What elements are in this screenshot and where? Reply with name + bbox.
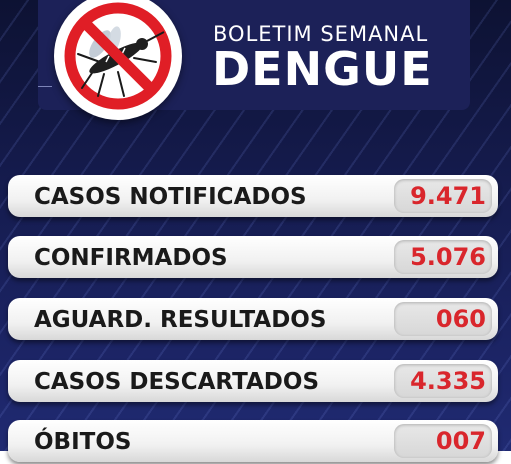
header-subtitle: BOLETIM SEMANAL <box>213 22 429 46</box>
stat-row-aguard-resultados: AGUARD. RESULTADOS 060 <box>8 298 498 340</box>
stat-label: AGUARD. RESULTADOS <box>34 307 327 333</box>
stat-label: CASOS NOTIFICADOS <box>34 184 307 210</box>
stat-label: CONFIRMADOS <box>34 245 228 271</box>
header-title: DENGUE <box>212 42 433 96</box>
stat-value: 4.335 <box>410 367 486 395</box>
stat-label: CASOS DESCARTADOS <box>34 369 320 395</box>
stat-value: 5.076 <box>410 243 486 271</box>
stat-row-casos-descartados: CASOS DESCARTADOS 4.335 <box>8 360 498 402</box>
stat-value-box: 5.076 <box>394 240 492 274</box>
no-mosquito-logo <box>54 0 182 120</box>
stat-value-box: 007 <box>394 424 492 458</box>
stat-value: 9.471 <box>410 182 486 210</box>
stat-value: 007 <box>435 427 486 455</box>
stat-value-box: 9.471 <box>394 179 492 213</box>
stat-row-confirmados: CONFIRMADOS 5.076 <box>8 236 498 278</box>
stat-value: 060 <box>435 305 486 333</box>
stat-value-box: 4.335 <box>394 364 492 398</box>
stat-label: ÓBITOS <box>34 429 132 455</box>
decorative-dash <box>38 86 52 87</box>
stat-value-box: 060 <box>394 302 492 336</box>
stat-row-casos-notificados: CASOS NOTIFICADOS 9.471 <box>8 175 498 217</box>
stat-row-obitos: ÓBITOS 007 <box>8 420 498 462</box>
no-mosquito-icon <box>64 2 172 110</box>
